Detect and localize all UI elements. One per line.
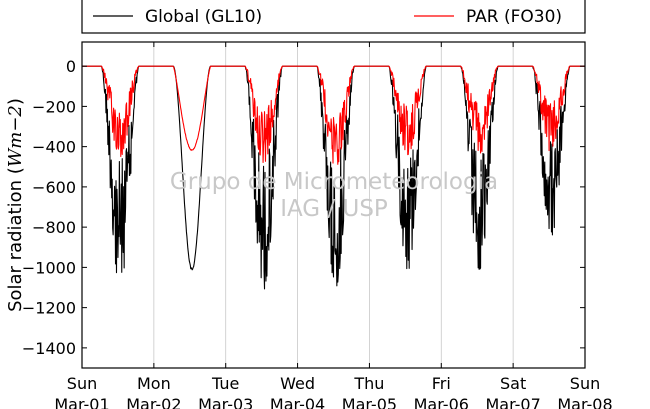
x-tick-date-label: Mar-01 [54, 395, 109, 409]
y-axis-label: Solar radiation (Wm−2) [5, 98, 26, 312]
x-tick-day-label: Sat [500, 374, 526, 393]
series-lines [81, 65, 586, 290]
y-axis-label-unit: Wm−2 [5, 105, 26, 167]
x-tick-day-label: Sun [67, 374, 97, 393]
y-axis-label-prefix: Solar radiation ( [5, 167, 26, 312]
x-tick-date-label: Mar-05 [342, 395, 397, 409]
x-tick-date-label: Mar-03 [198, 395, 253, 409]
y-tick-label: −400 [32, 138, 76, 157]
x-tick-date-label: Mar-06 [414, 395, 469, 409]
y-tick-label: −600 [32, 178, 76, 197]
series-line-par [81, 65, 586, 165]
y-tick-label: −1000 [22, 258, 76, 277]
legend: Global (GL10) PAR (FO30) [81, 0, 586, 34]
x-tick-day-label: Sun [570, 374, 600, 393]
x-tick-day-label: Fri [432, 374, 451, 393]
x-tick-date-label: Mar-08 [557, 395, 612, 409]
x-tick-day-label: Tue [211, 374, 239, 393]
y-axis-label-suffix: ) [5, 98, 26, 105]
y-tick-labels: 0 −200 −400 −600 −800 −1000 −1200 −1400 [22, 57, 76, 358]
legend-frame [81, 0, 586, 34]
y-tick-label: 0 [66, 57, 76, 76]
x-tick-labels: Sun Mar-01 Mon Mar-02 Tue Mar-03 Wed Mar-04 Thu M… [54, 374, 612, 409]
legend-label-par: PAR (FO30) [466, 7, 562, 27]
axis-ticks [81, 42, 586, 368]
x-tick-day-label: Thu [353, 374, 384, 393]
x-tick-day-label: Wed [280, 374, 315, 393]
legend-label-global: Global (GL10) [145, 7, 262, 27]
x-tick-date-label: Mar-04 [270, 395, 325, 409]
grid [153, 42, 514, 368]
watermark-line2: IAG / USP [280, 196, 388, 222]
watermark-line1: Grupo de Micrometeorologia [170, 169, 498, 195]
y-tick-label: −800 [32, 218, 76, 237]
y-tick-label: −1400 [22, 339, 76, 358]
y-tick-label: −200 [32, 97, 76, 116]
x-tick-date-label: Mar-02 [126, 395, 181, 409]
x-tick-date-label: Mar-07 [485, 395, 540, 409]
y-tick-label: −1200 [22, 299, 76, 318]
watermark: Grupo de Micrometeorologia IAG / USP [170, 169, 498, 222]
x-tick-day-label: Mon [137, 374, 171, 393]
plot-frame [81, 41, 586, 369]
